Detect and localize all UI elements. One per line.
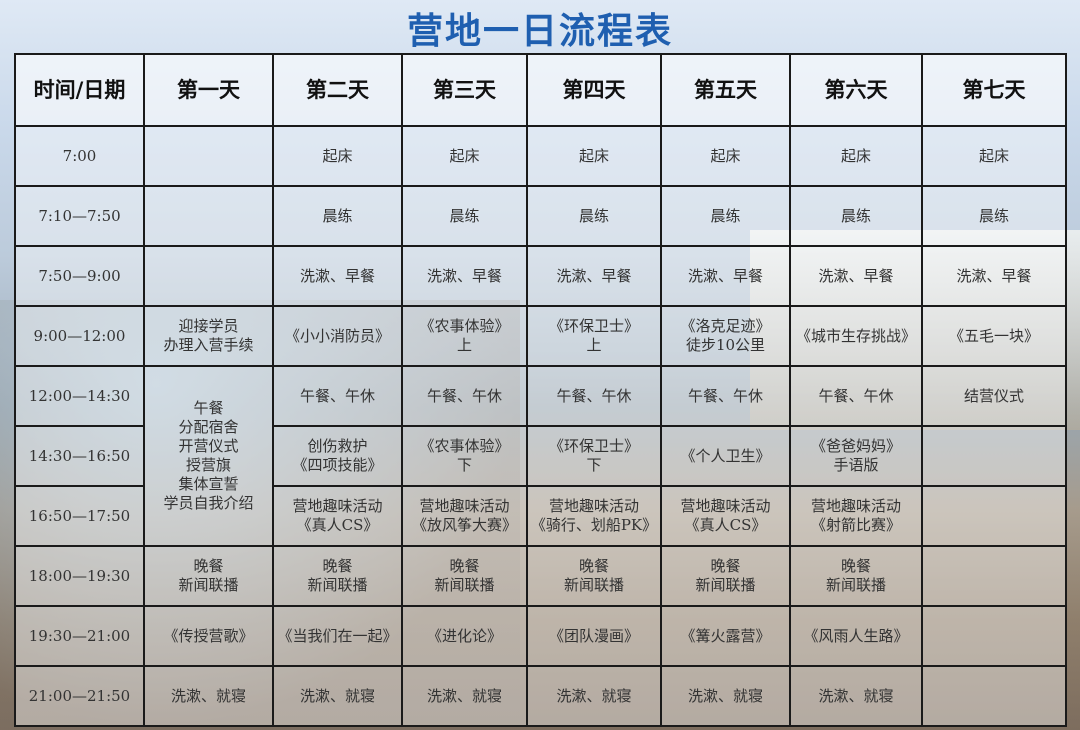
activity-cell [921,605,1067,667]
activity-cell: 《个人卫生》 [660,425,791,487]
activity-cell: 晨练 [272,185,403,247]
activity-cell [143,125,274,187]
activity-cell: 营地趣味活动 《真人CS》 [660,485,791,547]
activity-cell: 结营仪式 [921,365,1067,427]
activity-cell: 《小小消防员》 [272,305,403,367]
activity-cell [143,245,274,307]
activity-cell: 起床 [660,125,791,187]
activity-cell: 午餐、午休 [401,365,528,427]
activity-cell: 晨练 [401,185,528,247]
time-cell: 7:10—7:50 [14,185,145,247]
time-cell: 18:00—19:30 [14,545,145,607]
activity-cell: 创伤救护 《四项技能》 [272,425,403,487]
activity-cell: 晚餐 新闻联播 [143,545,274,607]
page-title: 营地一日流程表 [406,11,673,52]
schedule-table: 时间/日期 第一天 第二天 第三天 第四天 第五天 第六天 第七天 7:00 起床 起床 起床 起床起… [14,53,1067,727]
table-row: 18:00—19:30 晚餐 新闻联播 晚餐 新闻联播 晚餐 新闻联播 晚餐 新闻联播晚… [14,545,1067,607]
activity-cell: 《城市生存挑战》 [789,305,923,367]
header-day-6: 第六天 [789,53,923,127]
activity-cell: 洗漱、就寝 [143,665,274,727]
header-day-5: 第五天 [660,53,791,127]
activity-cell: 午餐、午休 [660,365,791,427]
activity-cell: 《爸爸妈妈》 手语版 [789,425,923,487]
table-row: 14:30—16:50 创伤救护 《四项技能》 《农事体验》 下《环保卫士》 下《个… [14,425,1067,487]
activity-cell: 洗漱、就寝 [526,665,662,727]
activity-cell: 洗漱、早餐 [660,245,791,307]
time-cell: 16:50—17:50 [14,485,145,547]
activity-cell [921,545,1067,607]
activity-cell: 洗漱、早餐 [789,245,923,307]
activity-cell: 洗漱、就寝 [660,665,791,727]
table-row: 7:10—7:50 晨练 晨练 晨练 晨练 晨练 晨练 [14,185,1067,247]
activity-cell: 《农事体验》 上 [401,305,528,367]
activity-cell: 洗漱、早餐 [921,245,1067,307]
header-day-7: 第七天 [921,53,1067,127]
activity-cell: 晨练 [526,185,662,247]
activity-cell: 营地趣味活动 《射箭比赛》 [789,485,923,547]
time-cell: 19:30—21:00 [14,605,145,667]
activity-cell: 晨练 [921,185,1067,247]
table-row: 7:50—9:00 洗漱、早餐 洗漱、早餐 洗漱、早餐 洗漱、早餐 洗漱、早餐 洗漱、早餐 [14,245,1067,307]
activity-cell: 营地趣味活动 《真人CS》 [272,485,403,547]
activity-cell: 午餐、午休 [272,365,403,427]
table-row: 16:50—17:50 营地趣味活动 《真人CS》 营地趣味活动 《放风筝大赛》 营地… [14,485,1067,547]
activity-cell: 《洛克足迹》 徒步10公里 [660,305,791,367]
activity-cell: 晚餐 新闻联播 [789,545,923,607]
activity-cell [921,665,1067,727]
activity-cell: 晚餐 新闻联播 [401,545,528,607]
table-row: 12:00—14:30 午餐 分配宿舍 开营仪式 授营旗 集体宣誓 学员自我介绍午… [14,365,1067,547]
activity-cell: 《当我们在一起》 [272,605,403,667]
time-cell: 12:00—14:30 [14,365,145,427]
activity-cell: 《传授营歌》 [143,605,274,667]
table-row: 19:30—21:00 《传授营歌》 《当我们在一起》 《进化论》 《团队漫画》 《篝火露… [14,605,1067,667]
header-day-4: 第四天 [526,53,662,127]
table-row: 21:00—21:50 洗漱、就寝 洗漱、就寝 洗漱、就寝 洗漱、就寝 洗漱、就寝 洗漱、就… [14,665,1067,727]
activity-cell: 晨练 [789,185,923,247]
activity-cell: 《篝火露营》 [660,605,791,667]
activity-cell: 午餐 分配宿舍 开营仪式 授营旗 集体宣誓 学员自我介绍 [143,365,274,547]
activity-cell: 起床 [401,125,528,187]
activity-cell: 洗漱、就寝 [401,665,528,727]
activity-cell: 营地趣味活动 《骑行、划船PK》 [526,485,662,547]
activity-cell [143,185,274,247]
activity-cell: 《环保卫士》 上 [526,305,662,367]
activity-cell: 晨练 [660,185,791,247]
time-cell: 21:00—21:50 [14,665,145,727]
activity-cell: 《进化论》 [401,605,528,667]
activity-cell: 洗漱、就寝 [789,665,923,727]
activity-cell: 晚餐 新闻联播 [526,545,662,607]
activity-cell: 晚餐 新闻联播 [272,545,403,607]
header-day-3: 第三天 [401,53,528,127]
activity-cell [921,485,1067,547]
activity-cell: 午餐、午休 [526,365,662,427]
activity-cell: 迎接学员 办理入营手续 [143,305,274,367]
activity-cell: 洗漱、就寝 [272,665,403,727]
table-row: 9:00—12:00 迎接学员 办理入营手续 《小小消防员》 《农事体验》 上《环保卫… [14,305,1067,367]
time-cell: 7:00 [14,125,145,187]
activity-cell: 晚餐 新闻联播 [660,545,791,607]
activity-cell: 洗漱、早餐 [401,245,528,307]
activity-cell: 《五毛一块》 [921,305,1067,367]
activity-cell: 《农事体验》 下 [401,425,528,487]
activity-cell: 《环保卫士》 下 [526,425,662,487]
activity-cell: 起床 [921,125,1067,187]
header-day-2: 第二天 [272,53,403,127]
activity-cell: 洗漱、早餐 [272,245,403,307]
activity-cell: 午餐、午休 [789,365,923,427]
activity-cell: 营地趣味活动 《放风筝大赛》 [401,485,528,547]
activity-cell [921,425,1067,487]
activity-cell: 洗漱、早餐 [526,245,662,307]
header-row: 时间/日期 第一天 第二天 第三天 第四天 第五天 第六天 第七天 [14,53,1067,127]
activity-cell: 起床 [526,125,662,187]
activity-cell: 《风雨人生路》 [789,605,923,667]
activity-cell: 起床 [272,125,403,187]
activity-cell: 起床 [789,125,923,187]
header-time-date: 时间/日期 [14,53,145,127]
time-cell: 7:50—9:00 [14,245,145,307]
header-day-1: 第一天 [143,53,274,127]
time-cell: 14:30—16:50 [14,425,145,487]
activity-cell: 《团队漫画》 [526,605,662,667]
time-cell: 9:00—12:00 [14,305,145,367]
table-row: 7:00 起床 起床 起床 起床 起床 起床 [14,125,1067,187]
